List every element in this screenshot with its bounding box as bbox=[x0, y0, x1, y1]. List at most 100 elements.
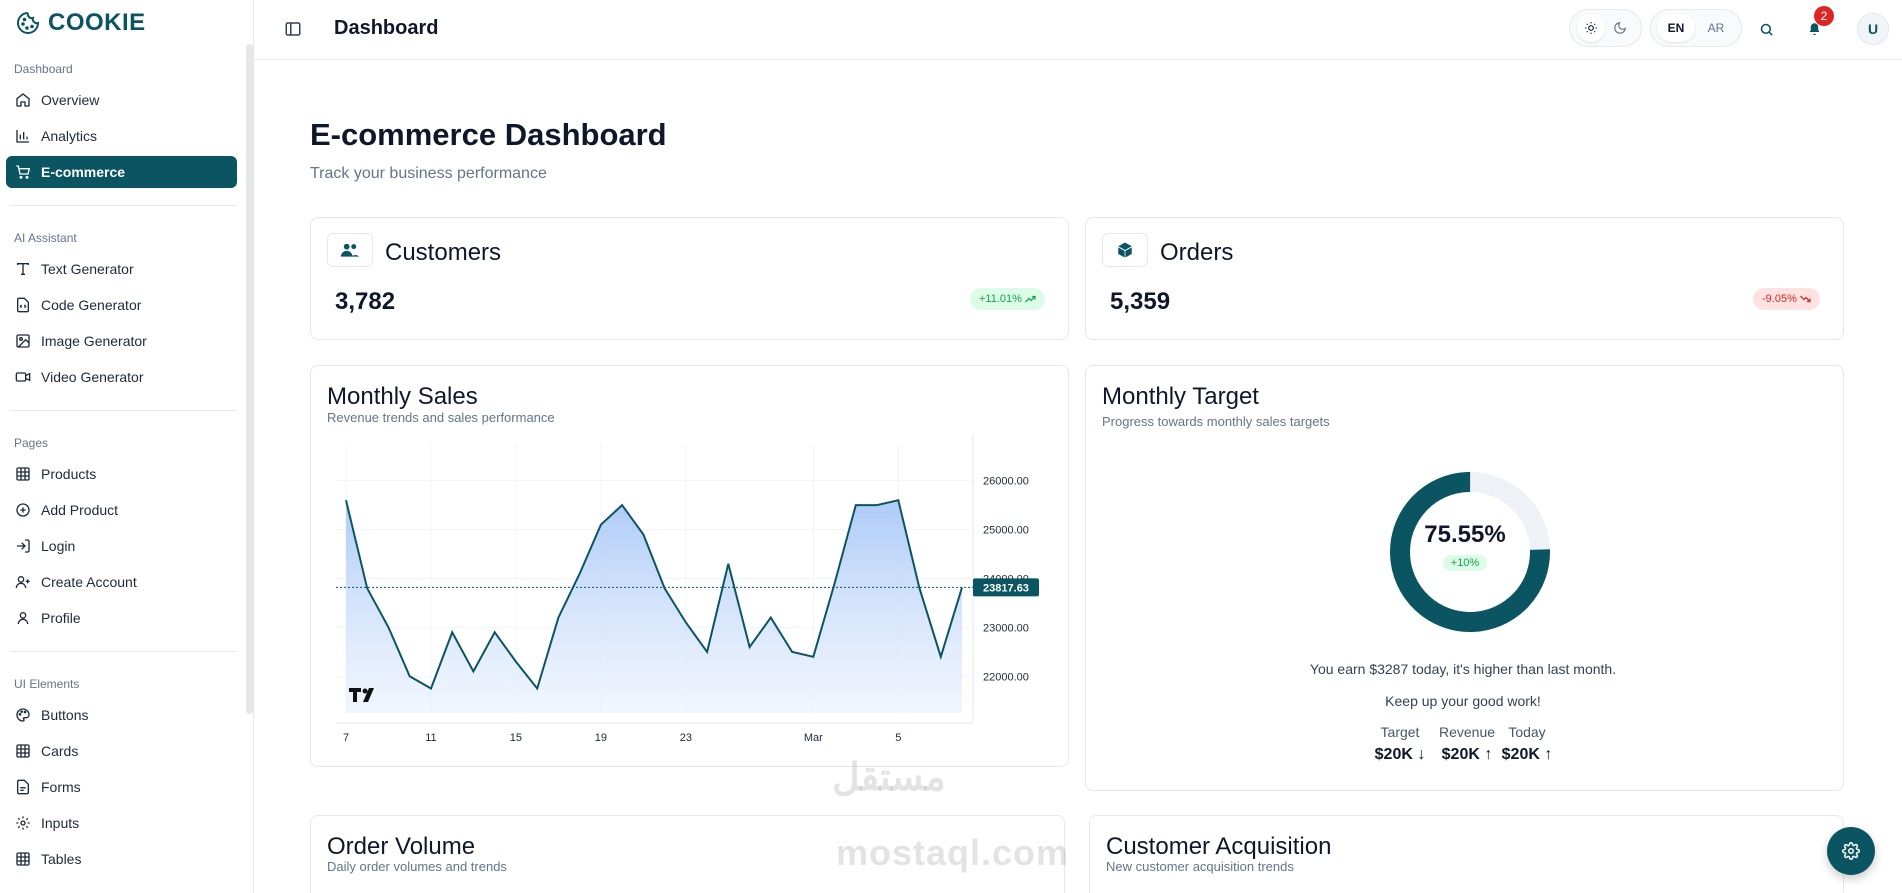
login-icon bbox=[17, 539, 30, 553]
app-name: COOKIE bbox=[48, 9, 146, 36]
sales-point[interactable] bbox=[577, 571, 583, 577]
page-title: E-commerce Dashboard bbox=[310, 117, 667, 152]
settings-icon bbox=[16, 816, 30, 830]
x-tick-label: 11 bbox=[425, 732, 436, 744]
target-message-2: Keep up your good work! bbox=[1385, 693, 1541, 709]
sales-point[interactable] bbox=[704, 649, 710, 655]
sidebar-item-label: Analytics bbox=[41, 128, 98, 144]
monthly-target-title: Monthly Target bbox=[1102, 383, 1259, 410]
sales-point[interactable] bbox=[789, 649, 795, 655]
sales-point[interactable] bbox=[832, 580, 838, 586]
sidebar-item-tables[interactable]: Tables bbox=[6, 843, 237, 875]
metric-value: $20K ↑ bbox=[1441, 746, 1493, 763]
plus-circle-icon bbox=[16, 503, 30, 517]
sales-point[interactable] bbox=[492, 629, 498, 635]
sales-point[interactable] bbox=[640, 531, 646, 537]
sidebar-item-overview[interactable]: Overview bbox=[6, 84, 237, 116]
sales-point[interactable] bbox=[938, 654, 944, 660]
sidebar-item-ecommerce[interactable]: E-commerce bbox=[6, 156, 237, 188]
watermark-latin: mostaql.com bbox=[836, 832, 1070, 873]
sales-point[interactable] bbox=[407, 673, 413, 679]
trending-up-icon bbox=[1024, 295, 1036, 303]
cart-icon bbox=[16, 165, 31, 179]
sidebar-item-create-account[interactable]: Create Account bbox=[6, 566, 237, 598]
sidebar-item-label: Video Generator bbox=[41, 369, 144, 385]
x-tick-label: 23 bbox=[680, 732, 692, 744]
sidebar-item-text-generator[interactable]: Text Generator bbox=[6, 253, 237, 285]
sales-point[interactable] bbox=[385, 624, 391, 630]
metric-revenue: Revenue $20K ↑ bbox=[1434, 724, 1500, 764]
sales-point[interactable] bbox=[725, 561, 731, 567]
users-icon bbox=[340, 243, 360, 257]
watermark-arabic: مستقل bbox=[832, 757, 946, 799]
sales-point[interactable] bbox=[810, 654, 816, 660]
sales-point[interactable] bbox=[683, 620, 689, 626]
sales-point[interactable] bbox=[917, 585, 923, 591]
sidebar-item-label: Text Generator bbox=[41, 261, 134, 277]
theme-switch[interactable] bbox=[1569, 9, 1642, 47]
sales-point[interactable] bbox=[619, 502, 625, 508]
sidebar-item-login[interactable]: Login bbox=[6, 530, 237, 562]
language-switch[interactable]: EN AR bbox=[1650, 9, 1742, 47]
sidebar-item-label: Inputs bbox=[41, 815, 80, 831]
orders-value: 5,359 bbox=[1110, 288, 1171, 315]
sales-point[interactable] bbox=[470, 668, 476, 674]
sidebar-item-label: Overview bbox=[41, 92, 100, 108]
header-title: Dashboard bbox=[334, 17, 439, 39]
sidebar-item-forms[interactable]: Forms bbox=[6, 771, 237, 803]
order-volume-subtitle: Daily order volumes and trends bbox=[327, 859, 507, 874]
tradingview-logo-icon[interactable] bbox=[349, 688, 374, 702]
sales-point[interactable] bbox=[534, 686, 540, 692]
sidebar-toggle-icon[interactable] bbox=[284, 20, 302, 38]
sales-point[interactable] bbox=[747, 644, 753, 650]
sales-point[interactable] bbox=[449, 629, 455, 635]
x-tick-label: 5 bbox=[895, 732, 901, 744]
monthly-sales-chart[interactable]: 26000.0025000.0024000.0023000.0022000.00… bbox=[311, 366, 1070, 768]
sidebar-section-dashboard: Dashboard bbox=[14, 62, 73, 76]
metric-today: Today $20K ↑ bbox=[1498, 724, 1556, 764]
home-icon bbox=[16, 93, 30, 107]
sales-point[interactable] bbox=[555, 615, 561, 621]
sidebar-scrollbar[interactable] bbox=[246, 44, 253, 714]
sidebar-item-label: Tables bbox=[41, 851, 82, 867]
sidebar-item-profile[interactable]: Profile bbox=[6, 602, 237, 634]
sidebar-item-add-product[interactable]: Add Product bbox=[6, 494, 237, 526]
sales-point[interactable] bbox=[853, 502, 859, 508]
sidebar-item-cards[interactable]: Cards bbox=[6, 735, 237, 767]
sidebar-item-products[interactable]: Products bbox=[6, 458, 237, 490]
sales-point[interactable] bbox=[364, 585, 370, 591]
box-icon bbox=[1118, 242, 1132, 258]
search-button[interactable] bbox=[1754, 17, 1778, 41]
sales-point[interactable] bbox=[343, 497, 349, 503]
bar-chart-icon bbox=[16, 130, 29, 143]
sidebar-item-code-generator[interactable]: Code Generator bbox=[6, 289, 237, 321]
sales-point[interactable] bbox=[513, 659, 519, 665]
file-code-icon bbox=[17, 297, 29, 313]
sales-point[interactable] bbox=[428, 686, 434, 692]
dark-mode-button[interactable] bbox=[1606, 14, 1634, 42]
light-mode-button[interactable] bbox=[1576, 14, 1605, 42]
current-value-label: 23817.63 bbox=[983, 582, 1029, 594]
sales-point[interactable] bbox=[895, 497, 901, 503]
customers-change: +11.01% bbox=[979, 293, 1022, 305]
sidebar-item-buttons[interactable]: Buttons bbox=[6, 699, 237, 731]
customers-card: Customers 3,782 +11.01% bbox=[310, 217, 1069, 340]
sidebar-item-inputs[interactable]: Inputs bbox=[6, 807, 237, 839]
sidebar-item-analytics[interactable]: Analytics bbox=[6, 120, 237, 152]
logo[interactable]: COOKIE bbox=[16, 9, 146, 37]
metric-label: Revenue bbox=[1438, 724, 1496, 740]
avatar[interactable]: U bbox=[1857, 13, 1889, 45]
y-tick-label: 23000.00 bbox=[983, 622, 1029, 634]
settings-fab[interactable] bbox=[1827, 827, 1875, 875]
lang-en-button[interactable]: EN bbox=[1657, 14, 1695, 42]
sidebar-item-video-generator[interactable]: Video Generator bbox=[6, 361, 237, 393]
lang-ar-button[interactable]: AR bbox=[1707, 21, 1725, 35]
monthly-sales-card: Monthly Sales Revenue trends and sales p… bbox=[310, 365, 1069, 767]
sales-point[interactable] bbox=[662, 585, 668, 591]
sales-point[interactable] bbox=[874, 502, 880, 508]
sales-point[interactable] bbox=[598, 522, 604, 528]
notifications-button[interactable] bbox=[1802, 17, 1826, 41]
customers-value: 3,782 bbox=[335, 288, 396, 315]
sidebar-item-image-generator[interactable]: Image Generator bbox=[6, 325, 237, 357]
sales-point[interactable] bbox=[768, 615, 774, 621]
